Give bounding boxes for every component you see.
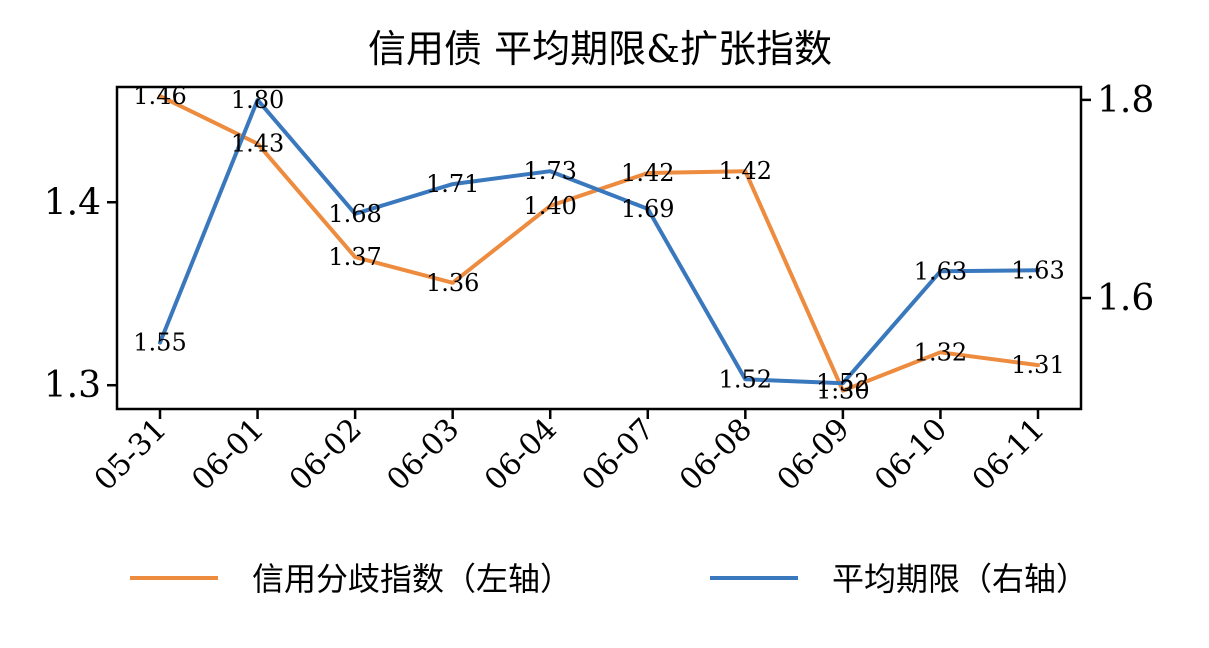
x-tick-label: 06-01 [185,412,271,498]
x-tick-label: 06-02 [283,412,369,498]
plot-frame [115,85,1083,411]
legend: 信用分歧指数（左轴） 平均期限（右轴） [130,560,1088,598]
data-label: 1.43 [231,130,284,158]
x-tick-label: 06-09 [771,412,857,498]
data-label: 1.52 [719,365,772,393]
data-label: 1.36 [426,269,479,297]
x-tick-label: 06-03 [380,412,466,498]
data-label: 1.46 [133,82,186,110]
chart-title: 信用债 平均期限&扩张指数 [368,27,832,71]
x-tick-label: 06-11 [966,412,1052,498]
data-label: 1.31 [1011,351,1064,379]
left-tick-label: 1.3 [44,365,101,406]
right-tick-label: 1.8 [1097,80,1154,121]
data-label: 1.69 [621,195,674,223]
data-label: 1.73 [524,157,577,185]
x-tick-label: 05-31 [88,412,174,498]
right-y-axis: 1.6 1.8 [1081,80,1154,319]
data-label: 1.68 [328,200,381,228]
x-tick-label: 06-10 [868,412,954,498]
data-label: 1.42 [621,159,674,187]
data-label: 1.40 [524,192,577,220]
x-tick-label: 06-04 [478,412,564,498]
right-tick-label: 1.6 [1097,278,1154,319]
left-tick-label: 1.4 [44,182,101,223]
data-label: 1.32 [914,338,967,366]
data-label: 1.52 [816,369,869,397]
data-label: 1.37 [328,243,381,271]
data-label: 1.55 [133,329,186,357]
data-label: 1.42 [719,157,772,185]
data-label: 1.30 [816,377,869,405]
data-label: 1.63 [914,257,967,285]
series-line-2 [158,97,1040,386]
left-y-axis: 1.3 1.4 [44,182,117,406]
x-tick-label: 06-08 [673,412,759,498]
data-label: 1.80 [231,86,284,114]
legend-label: 平均期限（右轴） [832,560,1088,598]
series-layer [158,94,1040,393]
x-tick-label: 06-07 [576,412,662,498]
data-label: 1.63 [1011,256,1064,284]
data-label: 1.71 [426,170,479,198]
data-labels: 1.46 1.43 1.37 1.36 1.40 1.42 1.42 1.30 1.32 1.31… [133,82,1064,405]
legend-label: 信用分歧指数（左轴） [252,560,572,598]
x-axis: 05-31 06-01 06-02 06-03 06-04 06-07 06-08 06-09… [88,409,1052,498]
